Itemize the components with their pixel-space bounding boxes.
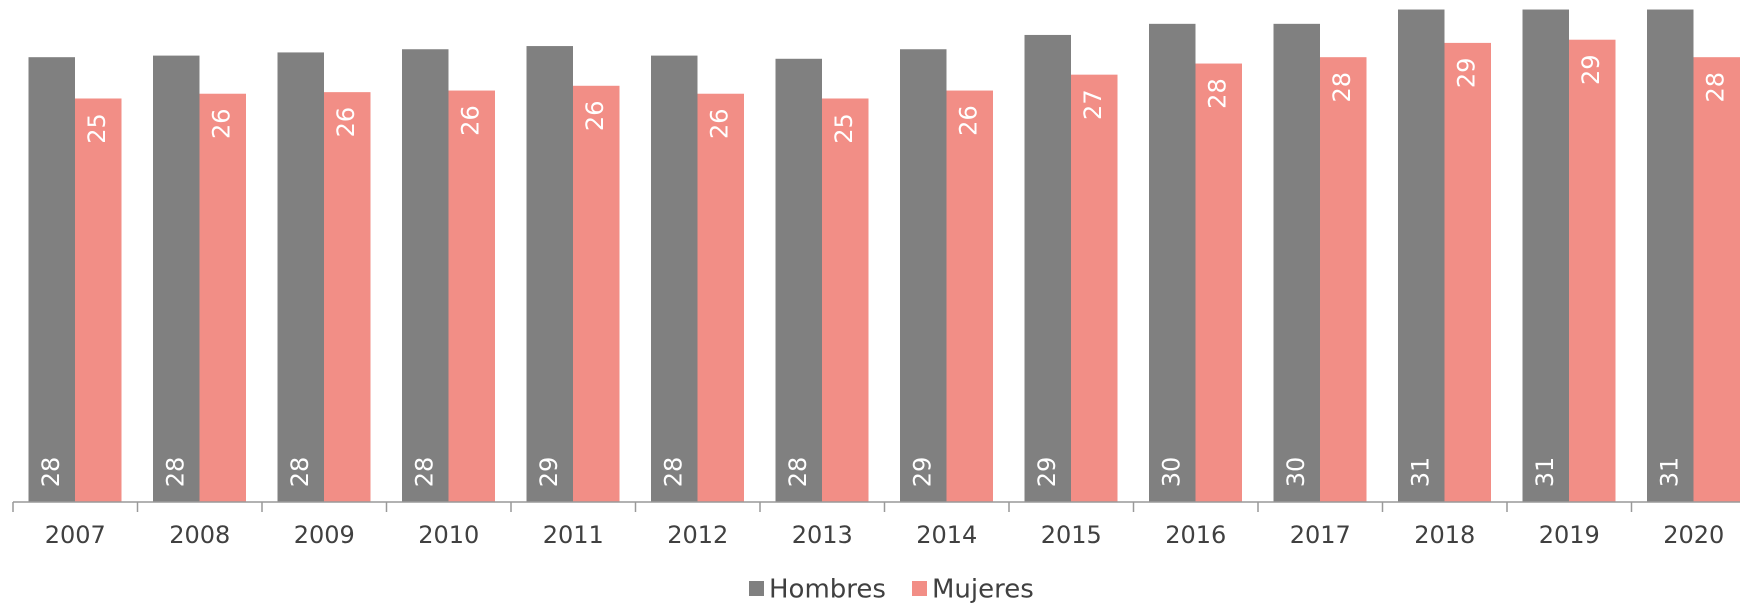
value-label: 28 — [37, 457, 65, 488]
bar — [946, 90, 993, 503]
value-label: 29 — [1033, 457, 1061, 488]
value-label: 29 — [535, 457, 563, 488]
value-label: 29 — [1577, 54, 1605, 85]
x-tick-label: 2015 — [1041, 521, 1102, 549]
bar — [75, 98, 122, 503]
value-label: 25 — [83, 113, 111, 144]
x-tick-label: 2019 — [1539, 521, 1600, 549]
x-tick-label: 2012 — [667, 521, 728, 549]
bar — [1320, 57, 1367, 502]
value-label: 26 — [208, 108, 236, 139]
bar — [697, 93, 744, 503]
x-tick-label: 2007 — [45, 521, 106, 549]
value-label: 30 — [1282, 457, 1310, 488]
x-tick-label: 2020 — [1663, 521, 1724, 549]
bar — [1522, 9, 1569, 502]
bar — [324, 92, 371, 502]
value-label: 25 — [830, 113, 858, 144]
value-label: 28 — [1204, 78, 1232, 109]
bar — [1444, 42, 1491, 503]
bar — [153, 55, 200, 503]
value-label: 31 — [1406, 457, 1434, 488]
x-tick-label: 2008 — [169, 521, 230, 549]
value-label: 26 — [955, 105, 983, 136]
bar — [651, 55, 698, 503]
x-tick-label: 2018 — [1414, 521, 1475, 549]
legend-label: Hombres — [769, 575, 886, 604]
value-label: 28 — [784, 457, 812, 488]
bar — [448, 90, 495, 503]
bar — [1398, 9, 1445, 502]
value-label: 28 — [1328, 72, 1356, 103]
bar — [277, 52, 324, 503]
bar — [1647, 9, 1694, 502]
x-tick-label: 2009 — [294, 521, 355, 549]
value-label: 28 — [410, 457, 438, 488]
bar — [1195, 63, 1242, 502]
legend-swatch — [749, 581, 764, 596]
value-label: 27 — [1079, 89, 1107, 120]
value-label: 28 — [286, 457, 314, 488]
value-label: 28 — [659, 457, 687, 488]
value-label: 28 — [1702, 72, 1730, 103]
bar — [775, 58, 822, 503]
legend-swatch — [912, 581, 927, 596]
x-tick-label: 2010 — [418, 521, 479, 549]
value-label: 28 — [161, 457, 189, 488]
value-label: 26 — [457, 105, 485, 136]
bar — [1024, 34, 1071, 502]
bar — [1149, 23, 1196, 503]
value-label: 31 — [1655, 457, 1683, 488]
value-label: 26 — [332, 107, 360, 138]
x-tick-label: 2016 — [1165, 521, 1226, 549]
value-label: 26 — [581, 101, 609, 132]
bar — [28, 57, 75, 502]
bar — [199, 93, 246, 503]
bar — [1693, 57, 1740, 502]
value-label: 30 — [1157, 457, 1185, 488]
x-tick-label: 2017 — [1290, 521, 1351, 549]
legend-label: Mujeres — [932, 575, 1034, 604]
value-label: 26 — [706, 108, 734, 139]
x-tick-label: 2011 — [543, 521, 604, 549]
bar — [900, 49, 947, 503]
bar — [526, 46, 573, 503]
value-label: 31 — [1531, 457, 1559, 488]
x-tick-label: 2013 — [792, 521, 853, 549]
value-label: 29 — [908, 457, 936, 488]
value-label: 29 — [1453, 58, 1481, 89]
x-tick-label: 2014 — [916, 521, 977, 549]
bar — [1071, 74, 1118, 503]
bar — [402, 49, 449, 503]
bar — [1273, 23, 1320, 503]
bar — [1569, 39, 1616, 503]
bar — [822, 98, 869, 503]
bar — [573, 85, 620, 502]
